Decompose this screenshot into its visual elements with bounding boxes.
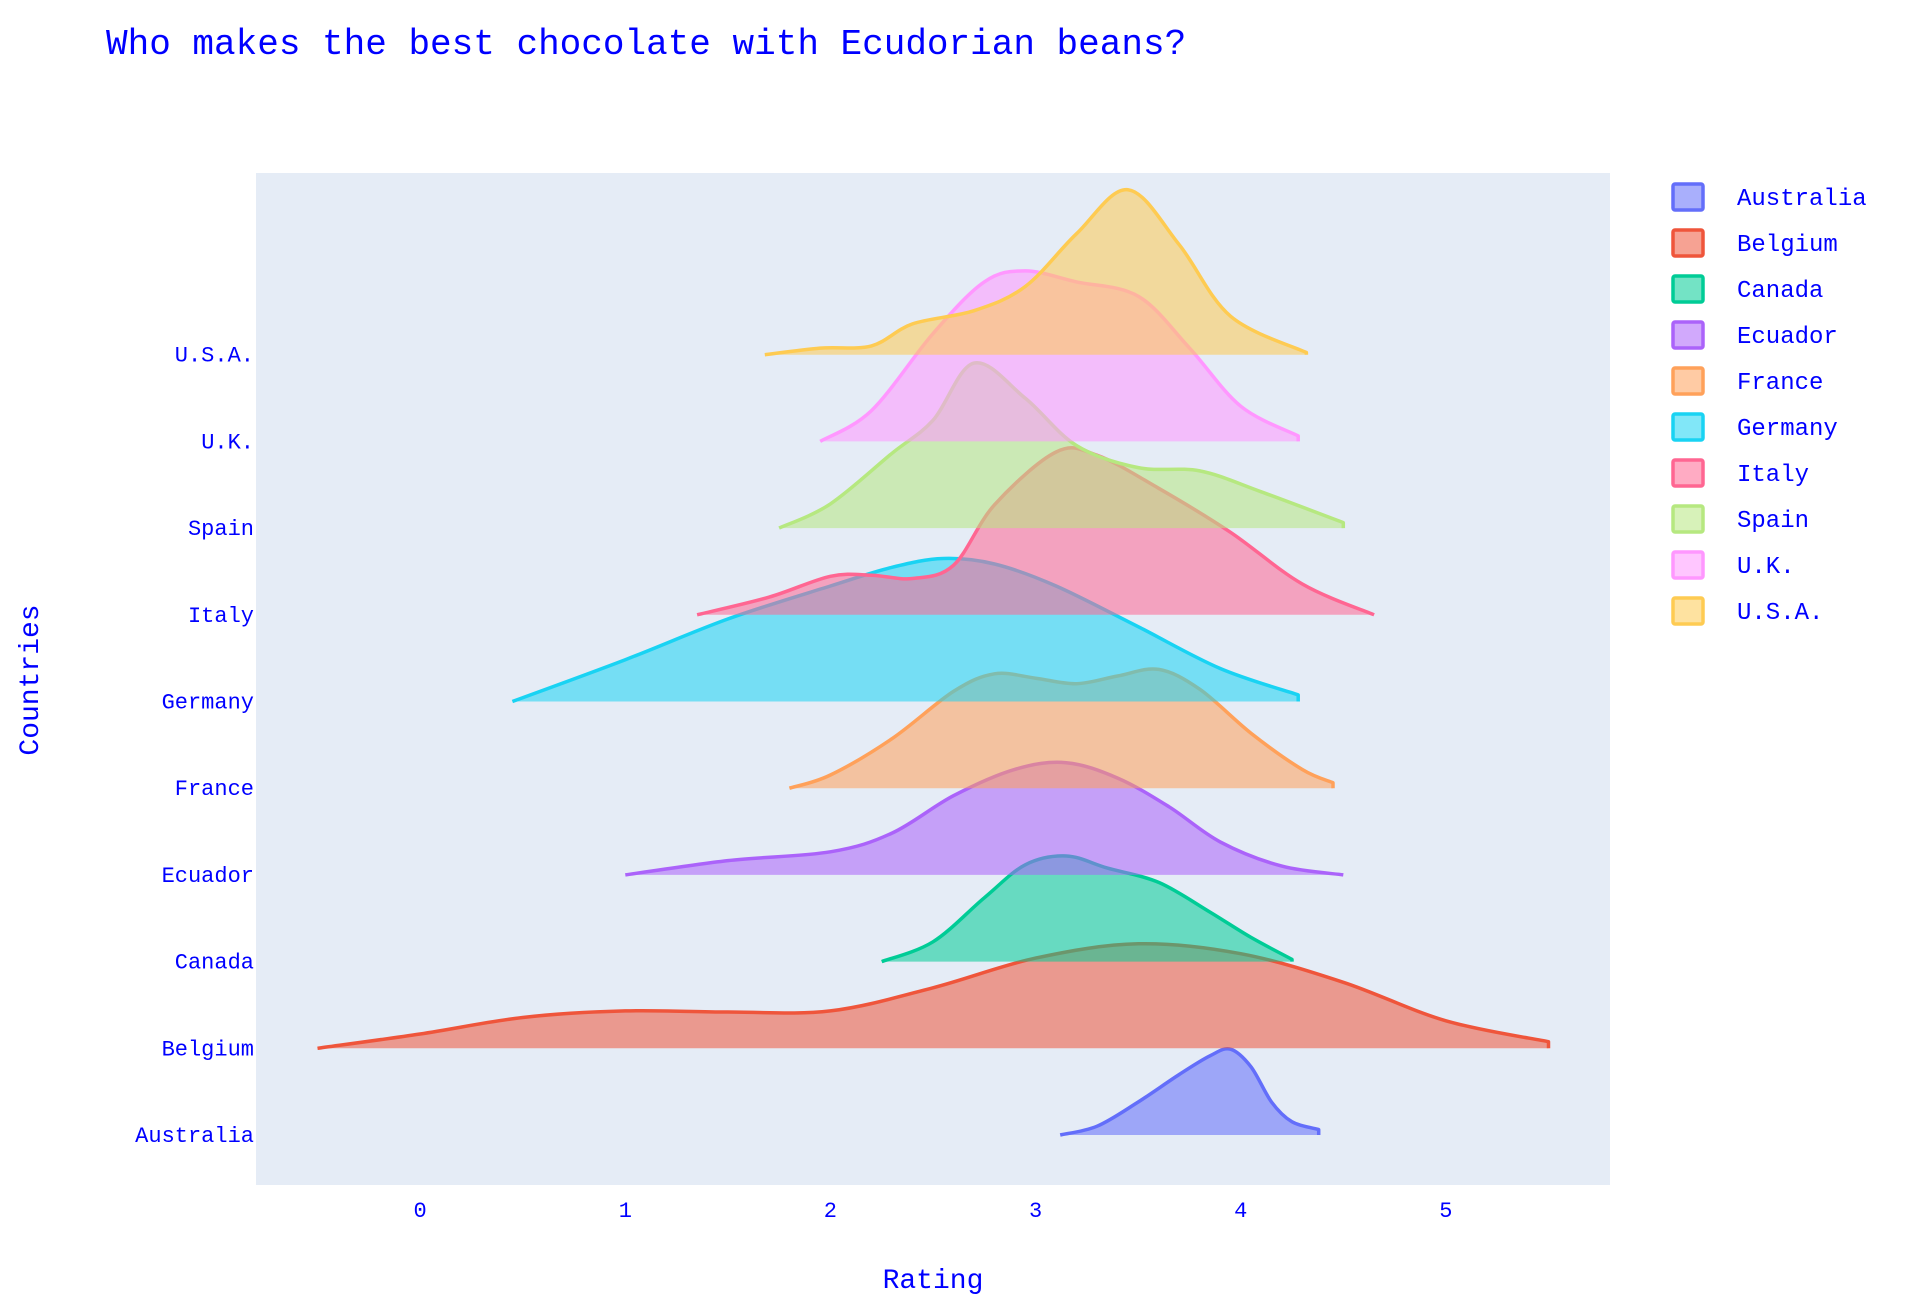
y-tick-label: Ecuador [162,864,254,889]
y-tick-label: Belgium [162,1037,254,1062]
y-tick-label: U.S.A. [175,344,254,369]
legend-item-germany[interactable]: Germany [1671,412,1838,443]
y-tick-label: Italy [188,604,254,629]
legend-swatch[interactable] [1671,412,1705,442]
legend-label[interactable]: France [1737,370,1823,397]
density-area-u-k[interactable] [820,270,1299,442]
legend-label[interactable]: Australia [1737,186,1867,213]
density-area-canada[interactable] [881,855,1292,962]
x-tick-label: 1 [619,1199,632,1224]
legend-swatch[interactable] [1671,228,1705,258]
legend-item-u-s-a[interactable]: U.S.A. [1671,596,1823,627]
density-line-australia[interactable] [1059,1047,1321,1137]
density-area-u-s-a[interactable] [764,189,1307,355]
x-tick-label: 2 [824,1199,837,1224]
density-line-germany[interactable] [511,556,1300,704]
density-area-ecuador[interactable] [625,762,1344,875]
x-axis-tick-labels: 0 1 2 3 4 5 [413,1199,1452,1224]
density-area-spain[interactable] [779,362,1344,529]
density-area-belgium[interactable] [317,943,1549,1049]
legend-label[interactable]: Spain [1737,508,1809,535]
x-tick-label: 5 [1439,1199,1452,1224]
legend-swatch[interactable] [1671,458,1705,488]
legend-item-canada[interactable]: Canada [1671,274,1823,305]
x-tick-label: 0 [413,1199,426,1224]
legend-label[interactable]: Ecuador [1737,324,1838,351]
legend-item-france[interactable]: France [1671,366,1823,397]
legend-swatch[interactable] [1671,366,1705,396]
density-traces [317,187,1551,1137]
y-axis-tick-labels: Australia Belgium Canada Ecuador France Germa… [135,344,254,1149]
y-tick-label: Canada [175,951,254,976]
chart-title: Who makes the best chocolate with Ecudor… [106,24,1186,65]
y-tick-label: France [175,777,254,802]
legend-swatch[interactable] [1671,320,1705,350]
legend[interactable]: Australia Belgium Canada Ecuador France Germa… [1671,182,1867,627]
legend-label[interactable]: U.K. [1737,554,1795,581]
y-axis-title: Countries [16,604,47,755]
legend-label[interactable]: Belgium [1737,232,1838,259]
density-area-australia[interactable] [1060,1048,1319,1135]
x-tick-label: 3 [1029,1199,1042,1224]
legend-item-australia[interactable]: Australia [1671,182,1867,213]
x-tick-label: 4 [1234,1199,1247,1224]
legend-swatch[interactable] [1671,182,1705,212]
density-line-u-s-a[interactable] [764,187,1309,357]
y-tick-label: U.K. [201,430,254,455]
legend-item-belgium[interactable]: Belgium [1671,228,1838,259]
density-line-belgium[interactable] [317,941,1551,1051]
y-tick-label: Germany [162,691,254,716]
legend-label[interactable]: Canada [1737,278,1823,305]
legend-label[interactable]: U.S.A. [1737,600,1823,627]
legend-swatch[interactable] [1671,550,1705,580]
y-tick-label: Spain [188,517,254,542]
legend-swatch[interactable] [1671,596,1705,626]
legend-item-u-k[interactable]: U.K. [1671,550,1795,581]
legend-item-spain[interactable]: Spain [1671,504,1809,535]
legend-label[interactable]: Germany [1737,416,1838,443]
legend-item-ecuador[interactable]: Ecuador [1671,320,1838,351]
legend-label[interactable]: Italy [1737,462,1809,489]
x-axis-title: Rating [883,1266,984,1297]
legend-item-italy[interactable]: Italy [1671,458,1809,489]
density-area-germany[interactable] [512,558,1299,702]
y-tick-label: Australia [135,1124,254,1149]
density-area-italy[interactable] [697,447,1375,615]
legend-swatch[interactable] [1671,274,1705,304]
legend-swatch[interactable] [1671,504,1705,534]
